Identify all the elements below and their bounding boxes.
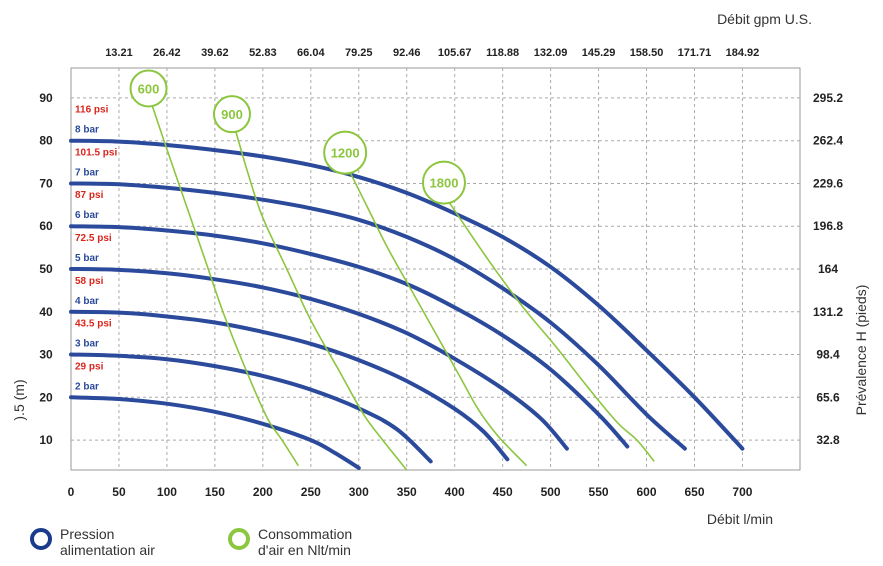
x-top-tick-label: 26.42: [153, 47, 181, 59]
air-curve-label: 600: [138, 81, 160, 96]
psi-label: 58 psi: [75, 276, 104, 287]
x-tick-label: 200: [253, 485, 273, 499]
psi-label: 87 psi: [75, 190, 104, 201]
air-curve-600: [151, 106, 299, 467]
air-curve-badge: [129, 69, 168, 108]
air-ring-icon: [228, 528, 250, 550]
legend-item-pressure: Pression alimentation air: [30, 526, 180, 558]
pressure-curve-5-bar: [69, 267, 569, 451]
psi-label: 29 psi: [75, 361, 104, 372]
y-left-tick-label: 40: [39, 305, 53, 319]
x-tick-label: 450: [493, 485, 513, 499]
y-left-axis-title: ).5 (m): [11, 379, 27, 420]
x-top-tick-label: 105.67: [438, 47, 472, 59]
pressure-curve-8-bar: [69, 138, 745, 451]
x-top-tick-label: 171.71: [678, 47, 712, 59]
bar-label: 6 bar: [75, 210, 99, 221]
air-curve-badge: [421, 160, 466, 205]
air-curve-label: 1800: [430, 176, 459, 191]
air-curve-1800: [447, 200, 655, 462]
pressure-curve-4-bar: [69, 309, 510, 462]
x-tick-label: 50: [112, 485, 126, 499]
pressure-curve-7-bar: [69, 181, 687, 451]
y-left-tick-label: 80: [39, 134, 53, 148]
legend-item-air: Consommation d'air en Nlt/min: [228, 526, 378, 558]
x-tick-label: 600: [637, 485, 657, 499]
top-axis-title: Débit gpm U.S.: [717, 11, 812, 27]
pressure-curve-2-bar: [69, 395, 361, 470]
x-top-tick-label: 132.09: [534, 47, 568, 59]
x-top-tick-label: 39.62: [201, 47, 229, 59]
x-top-tick-label: 158.50: [630, 47, 664, 59]
psi-label: 43.5 psi: [75, 319, 112, 330]
x-tick-label: 100: [157, 485, 177, 499]
pressure-ring-icon: [30, 528, 52, 550]
y-left-tick-label: 30: [39, 348, 53, 362]
bar-label: 5 bar: [75, 253, 99, 264]
y-left-tick-label: 60: [39, 219, 53, 233]
x-tick-label: 400: [445, 485, 465, 499]
pressure-curves: [69, 138, 745, 470]
x-tick-label: 300: [349, 485, 369, 499]
x-top-tick-label: 184.92: [726, 47, 760, 59]
psi-label: 101.5 psi: [75, 147, 117, 158]
y-right-tick-label: 229.6: [813, 176, 843, 190]
air-curve-badge: [323, 130, 368, 175]
grid-lines: [71, 68, 800, 470]
pressure-curve-6-bar: [69, 224, 630, 449]
x-top-tick-label: 92.46: [393, 47, 421, 59]
y-right-tick-label: 65.6: [816, 390, 840, 404]
bar-label: 2 bar: [75, 381, 99, 392]
bar-label: 7 bar: [75, 167, 99, 178]
air-curve-1200: [348, 170, 528, 467]
x-tick-label: 650: [684, 485, 704, 499]
x-top-tick-label: 66.04: [297, 47, 325, 59]
axis-ticks: 0 50 100 150 200 250 300 350 400 450 500 550 600 650 7…: [39, 47, 843, 499]
legend: Pression alimentation air Consommation d…: [30, 526, 378, 558]
psi-label: 72.5 psi: [75, 233, 112, 244]
y-right-tick-label: 164: [818, 262, 838, 276]
x-axis-title: Débit l/min: [707, 511, 773, 527]
y-left-tick-label: 50: [39, 262, 53, 276]
y-right-tick-label: 131.2: [813, 305, 843, 319]
bar-label: 4 bar: [75, 296, 99, 307]
y-right-tick-label: 196.8: [813, 219, 843, 233]
legend-label-air: Consommation d'air en Nlt/min: [258, 526, 353, 558]
x-tick-label: 0: [68, 485, 75, 499]
air-curve-label: 900: [221, 107, 243, 122]
y-right-tick-label: 295.2: [813, 91, 843, 105]
x-tick-label: 550: [589, 485, 609, 499]
y-right-tick-label: 32.8: [816, 433, 840, 447]
y-right-tick-label: 98.4: [816, 348, 840, 362]
series-labels: 116 psi 8 bar 101.5 psi 7 bar 87 psi 6 bar 72.…: [75, 105, 117, 393]
air-curve-900: [235, 131, 408, 471]
y-left-tick-label: 20: [39, 390, 53, 404]
x-tick-label: 150: [205, 485, 225, 499]
y-right-tick-label: 262.4: [813, 134, 843, 148]
x-top-tick-label: 52.83: [249, 47, 277, 59]
psi-label: 116 psi: [75, 105, 109, 116]
x-tick-label: 350: [397, 485, 417, 499]
x-top-tick-label: 118.88: [486, 47, 519, 59]
y-right-axis-title: Prévalence H (pieds): [853, 285, 869, 416]
air-curve-label: 1200: [331, 146, 360, 161]
air-curve-badge: [212, 95, 251, 134]
x-tick-label: 250: [301, 485, 321, 499]
bar-label: 3 bar: [75, 339, 99, 350]
air-consumption-curves: 600 900 1200 1800: [129, 69, 655, 471]
x-tick-label: 500: [541, 485, 561, 499]
x-tick-label: 700: [732, 485, 752, 499]
y-left-tick-label: 10: [39, 433, 53, 447]
pressure-curve-3-bar: [69, 352, 433, 464]
bar-label: 8 bar: [75, 125, 99, 136]
x-top-tick-label: 13.21: [105, 47, 133, 59]
x-top-tick-label: 145.29: [582, 47, 616, 59]
y-left-tick-label: 90: [39, 91, 53, 105]
legend-label-pressure: Pression alimentation air: [60, 526, 155, 558]
y-left-tick-label: 70: [39, 176, 53, 190]
x-top-tick-label: 79.25: [345, 47, 373, 59]
